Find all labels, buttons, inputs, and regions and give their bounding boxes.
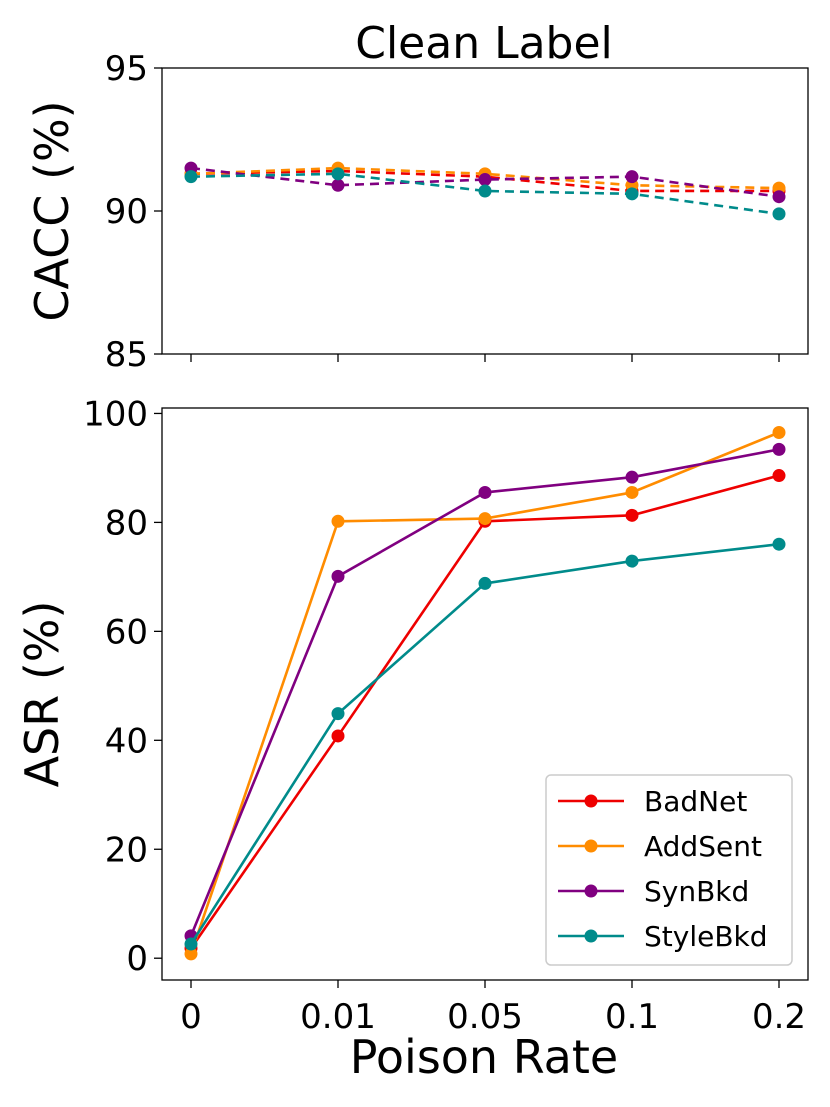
asr-y-axis-title: ASR (%) (15, 601, 69, 788)
asr-point-stylebkd (772, 537, 786, 551)
asr-y-tick-label: 40 (105, 721, 148, 761)
asr-point-stylebkd (331, 707, 345, 721)
cacc-point-stylebkd (184, 170, 198, 184)
asr-point-addsent (184, 947, 198, 961)
asr-y-tick-label: 20 (105, 830, 148, 870)
legend-label-addsent: AddSent (644, 830, 762, 863)
cacc-series-line-synbkd (190, 166, 780, 198)
legend: BadNet AddSent SynBkd StyleBkd (545, 774, 793, 966)
cacc-series-line-stylebkd (190, 172, 780, 216)
asr-point-addsent (478, 512, 492, 526)
asr-y-tick-label: 0 (126, 939, 148, 979)
asr-point-stylebkd (478, 576, 492, 590)
asr-point-stylebkd (184, 937, 198, 951)
asr-point-addsent (625, 485, 639, 499)
x-tick-label: 0 (180, 997, 202, 1037)
legend-label-badnet: BadNet (644, 785, 747, 818)
asr-point-badnet (331, 729, 345, 743)
cacc-point-stylebkd (625, 187, 639, 201)
asr-point-badnet (772, 469, 786, 483)
asr-point-synbkd (331, 569, 345, 583)
asr-point-addsent (331, 514, 345, 528)
legend-marker-stylebkd (584, 929, 598, 943)
cacc-point-synbkd (331, 178, 345, 192)
asr-point-addsent (772, 426, 786, 440)
x-tick-label: 0.2 (752, 997, 806, 1037)
x-tick-label: 0.01 (300, 997, 376, 1037)
cacc-series-line-badnet (190, 169, 779, 193)
asr-point-synbkd (478, 485, 492, 499)
cacc-point-stylebkd (772, 207, 786, 221)
cacc-point-stylebkd (331, 167, 345, 181)
cacc-point-synbkd (625, 170, 639, 184)
x-tick-label: 0.1 (605, 997, 659, 1037)
chart-title: Clean Label (355, 18, 613, 69)
asr-panel: 0 20 40 60 80 100 0 0.01 0.05 0.1 0.2 ASR (%) (15, 394, 809, 1037)
cacc-y-tick-label: 95 (105, 49, 148, 89)
asr-y-tick-label: 80 (105, 503, 148, 543)
x-tick-label: 0.05 (447, 997, 523, 1037)
cacc-y-axis-title: CACC (%) (25, 100, 79, 321)
cacc-panel: 85 90 95 CACC (%) (25, 49, 809, 375)
asr-point-synbkd (625, 470, 639, 484)
legend-marker-synbkd (584, 884, 598, 898)
asr-y-tick-label: 100 (83, 394, 148, 434)
legend-box (545, 774, 793, 966)
cacc-point-synbkd (478, 173, 492, 187)
cacc-point-stylebkd (478, 184, 492, 198)
asr-point-badnet (625, 508, 639, 522)
legend-label-synbkd: SynBkd (644, 875, 749, 908)
asr-y-tick-label: 60 (105, 612, 148, 652)
cacc-series-line-addsent (190, 166, 780, 190)
cacc-y-tick-label: 85 (105, 335, 148, 375)
x-axis-title: Poison Rate (350, 1030, 618, 1084)
asr-point-synbkd (772, 442, 786, 456)
legend-label-stylebkd: StyleBkd (644, 920, 768, 953)
cacc-plot-frame (161, 67, 809, 355)
cacc-y-tick-label: 90 (105, 192, 148, 232)
legend-marker-badnet (584, 794, 598, 808)
cacc-point-synbkd (772, 190, 786, 204)
asr-point-stylebkd (625, 554, 639, 568)
legend-marker-addsent (584, 839, 598, 853)
